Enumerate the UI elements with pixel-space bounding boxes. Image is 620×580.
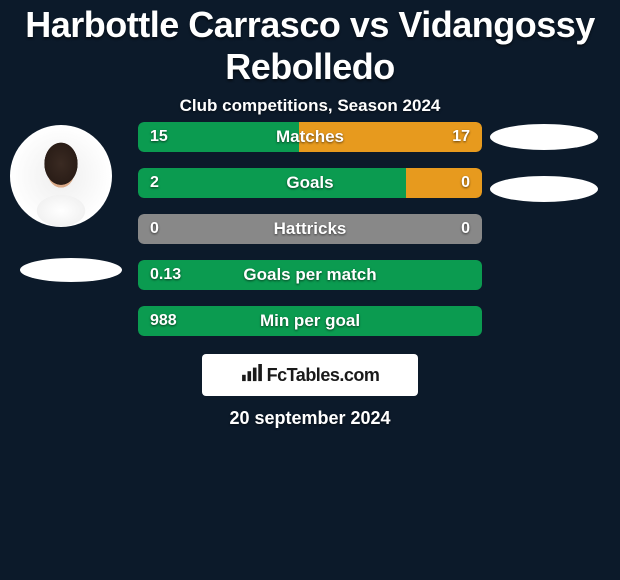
stat-value-left: 15 <box>150 122 168 152</box>
stat-value-right: 0 <box>461 214 470 244</box>
date-label: 20 september 2024 <box>0 408 620 429</box>
stat-value-right: 17 <box>452 122 470 152</box>
stat-value-right: 0 <box>461 168 470 198</box>
stat-row: Goals2 0 <box>138 168 482 198</box>
page-title: Harbottle Carrasco vs Vidangossy Rebolle… <box>0 0 620 88</box>
stat-row: Goals per match0.13 <box>138 260 482 290</box>
stat-label: Goals per match <box>138 260 482 290</box>
avatar-image-placeholder <box>10 125 112 227</box>
stat-row: Matches15 17 <box>138 122 482 152</box>
player-left-avatar <box>10 125 112 227</box>
stat-value-left: 988 <box>150 306 177 336</box>
stat-label: Min per goal <box>138 306 482 336</box>
stat-value-left: 0.13 <box>150 260 181 290</box>
player-right-avatar-shadow-2 <box>490 176 598 202</box>
player-right-avatar-shadow-1 <box>490 124 598 150</box>
stat-label: Hattricks <box>138 214 482 244</box>
stat-row: Hattricks0 0 <box>138 214 482 244</box>
stats-block: Matches1517Goals20Hattricks00Goals per m… <box>138 122 482 352</box>
stat-label: Goals <box>138 168 482 198</box>
brand-box: FcTables.com <box>202 354 418 396</box>
bars-icon <box>241 364 263 387</box>
stat-value-left: 2 <box>150 168 159 198</box>
stat-label: Matches <box>138 122 482 152</box>
stat-value-left: 0 <box>150 214 159 244</box>
page-subtitle: Club competitions, Season 2024 <box>0 96 620 116</box>
player-left-avatar-shadow <box>20 258 122 282</box>
brand-label: FcTables.com <box>267 365 380 386</box>
stat-row: Min per goal988 <box>138 306 482 336</box>
